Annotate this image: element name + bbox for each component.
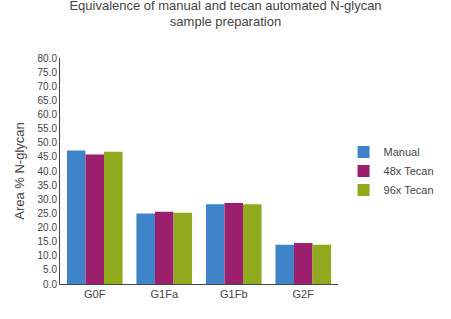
svg-text:60.0: 60.0 xyxy=(38,109,58,120)
svg-text:G1Fb: G1Fb xyxy=(220,288,248,300)
svg-text:96x Tecan: 96x Tecan xyxy=(384,184,434,196)
svg-text:Equivalence of manual and teca: Equivalence of manual and tecan automate… xyxy=(69,0,381,29)
svg-text:55.0: 55.0 xyxy=(38,123,58,134)
svg-text:75.0: 75.0 xyxy=(38,67,58,78)
svg-text:30.0: 30.0 xyxy=(38,194,58,205)
svg-text:15.0: 15.0 xyxy=(38,236,58,247)
svg-text:25.0: 25.0 xyxy=(38,208,58,219)
svg-text:50.0: 50.0 xyxy=(38,137,58,148)
svg-text:10.0: 10.0 xyxy=(38,250,58,261)
svg-text:20.0: 20.0 xyxy=(38,222,58,233)
svg-text:0.0: 0.0 xyxy=(43,279,57,290)
svg-text:48x Tecan: 48x Tecan xyxy=(384,165,434,177)
svg-text:Area % N-glycan: Area % N-glycan xyxy=(12,122,27,220)
svg-text:Manual: Manual xyxy=(384,146,420,158)
svg-text:65.0: 65.0 xyxy=(38,95,58,106)
svg-text:80.0: 80.0 xyxy=(38,53,58,64)
svg-text:5.0: 5.0 xyxy=(43,264,57,275)
svg-text:35.0: 35.0 xyxy=(38,180,58,191)
svg-text:40.0: 40.0 xyxy=(38,166,58,177)
svg-text:45.0: 45.0 xyxy=(38,151,58,162)
svg-text:G0F: G0F xyxy=(84,288,106,300)
svg-text:70.0: 70.0 xyxy=(38,81,58,92)
svg-text:G2F: G2F xyxy=(293,288,315,300)
svg-text:G1Fa: G1Fa xyxy=(150,288,178,300)
